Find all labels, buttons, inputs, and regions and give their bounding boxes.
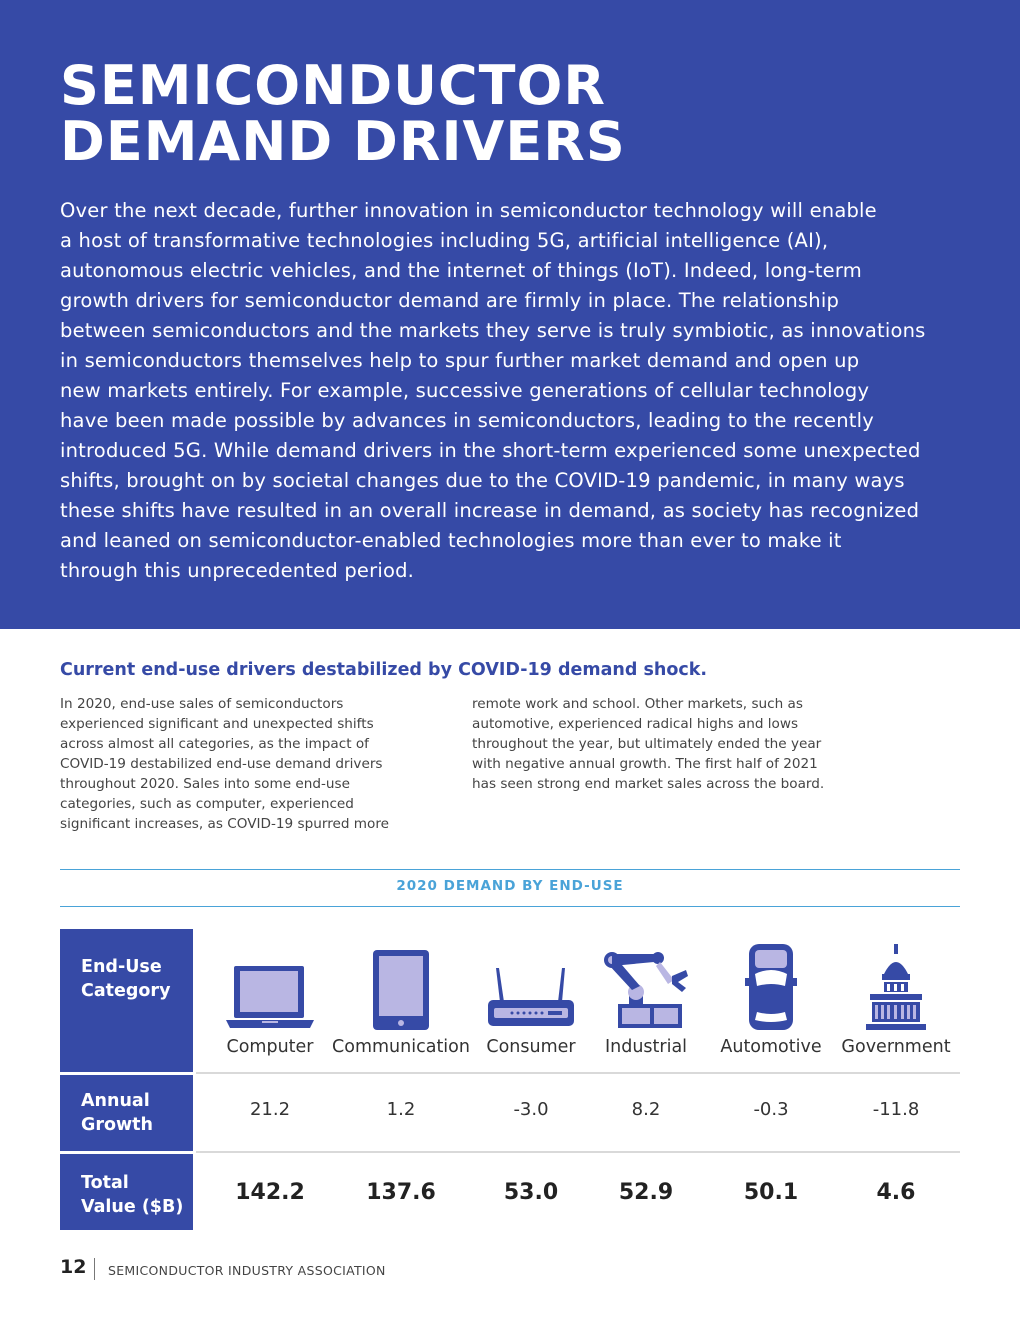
car-icon (745, 944, 797, 1030)
capitol-icon (866, 944, 926, 1030)
category-label-government: Government (841, 1037, 951, 1057)
intro-line: introduced 5G. While demand drivers in t… (60, 439, 921, 462)
title-line-1: SEMICONDUCTOR (60, 54, 606, 117)
body-line: remote work and school. Other markets, s… (472, 696, 803, 712)
table-top-rule (60, 869, 960, 870)
intro-line: autonomous electric vehicles, and the in… (60, 259, 862, 282)
total-value-consumer: 53.0 (503, 1180, 559, 1205)
intro-line: a host of transformative technologies in… (60, 229, 829, 252)
body-line: experienced significant and unexpected s… (60, 716, 374, 732)
row-header-category: End-Use Category (60, 929, 193, 1072)
intro-line: shifts, brought on by societal changes d… (60, 469, 905, 492)
intro-line: between semiconductors and the markets t… (60, 319, 926, 342)
row-header-line: End-Use (81, 957, 162, 977)
total-value-communication: 137.6 (366, 1180, 436, 1205)
total-value-computer: 142.2 (235, 1180, 305, 1205)
body-line: has seen strong end market sales across … (472, 776, 825, 792)
page-number: 12 (60, 1256, 87, 1278)
category-label-automotive: Automotive (720, 1037, 822, 1057)
robot-arm-icon (604, 952, 688, 1028)
total-value-industrial: 52.9 (618, 1180, 674, 1205)
body-line: COVID-19 destabilized end-use demand dri… (60, 756, 383, 772)
row-header-line: Category (81, 981, 171, 1001)
intro-line: these shifts have resulted in an overall… (60, 499, 920, 522)
category-label-industrial: Industrial (604, 1037, 688, 1057)
growth-value-communication: 1.2 (386, 1099, 416, 1120)
router-icon (488, 968, 574, 1026)
laptop-icon (226, 966, 314, 1028)
category-label-consumer: Consumer (486, 1037, 576, 1057)
intro-line: and leaned on semiconductor-enabled tech… (60, 529, 842, 552)
body-line: with negative annual growth. The first h… (472, 756, 818, 772)
tablet-icon (373, 950, 429, 1030)
growth-value-computer: 21.2 (249, 1099, 291, 1120)
intro-paragraph: Over the next decade, further innovation… (60, 196, 965, 586)
total-value-automotive: 50.1 (743, 1180, 799, 1205)
growth-value-industrial: 8.2 (631, 1099, 661, 1120)
intro-line: have been made possible by advances in s… (60, 409, 874, 432)
table-title: 2020 DEMAND BY END-USE (396, 878, 624, 894)
page-title: SEMICONDUCTOR DEMAND DRIVERS (60, 58, 960, 170)
body-line: automotive, experienced radical highs an… (472, 716, 799, 732)
title-line-2: DEMAND DRIVERS (60, 110, 626, 173)
row-header-line: Annual (81, 1091, 150, 1111)
section-heading: Current end-use drivers destabilized by … (60, 660, 708, 680)
intro-line: Over the next decade, further innovation… (60, 199, 877, 222)
intro-line: growth drivers for semiconductor demand … (60, 289, 840, 312)
hero-banner: SEMICONDUCTOR DEMAND DRIVERS Over the ne… (0, 0, 1020, 629)
body-line: significant increases, as COVID-19 spurr… (60, 816, 390, 832)
category-label-communication: Communication (332, 1037, 470, 1057)
intro-line: new markets entirely. For example, succe… (60, 379, 870, 402)
body-line: categories, such as computer, experience… (60, 796, 354, 812)
growth-value-consumer: -3.0 (513, 1099, 549, 1120)
body-line: throughout 2020. Sales into some end-use (60, 776, 350, 792)
body-line: In 2020, end-use sales of semiconductors (60, 696, 344, 712)
body-line: throughout the year, but ultimately ende… (472, 736, 822, 752)
row-divider (196, 1151, 960, 1153)
growth-value-government: -11.8 (872, 1099, 920, 1120)
row-header-line: Total (81, 1173, 129, 1193)
category-label-computer: Computer (226, 1037, 314, 1057)
table-title-rule (60, 906, 960, 907)
growth-value-automotive: -0.3 (753, 1099, 789, 1120)
row-header-growth: Annual Growth (60, 1075, 193, 1151)
body-column-2: remote work and school. Other markets, s… (472, 694, 892, 794)
row-header-total: Total Value ($B) (60, 1154, 193, 1230)
intro-line: through this unprecedented period. (60, 559, 415, 582)
row-header-line: Value ($B) (81, 1197, 184, 1217)
body-column-1: In 2020, end-use sales of semiconductors… (60, 694, 440, 834)
row-header-line: Growth (81, 1115, 154, 1135)
intro-line: in semiconductors themselves help to spu… (60, 349, 860, 372)
footer-divider (94, 1258, 95, 1280)
total-value-government: 4.6 (876, 1180, 916, 1205)
footer-publisher: SEMICONDUCTOR INDUSTRY ASSOCIATION (108, 1263, 386, 1278)
body-line: across almost all categories, as the imp… (60, 736, 369, 752)
row-divider (196, 1072, 960, 1074)
